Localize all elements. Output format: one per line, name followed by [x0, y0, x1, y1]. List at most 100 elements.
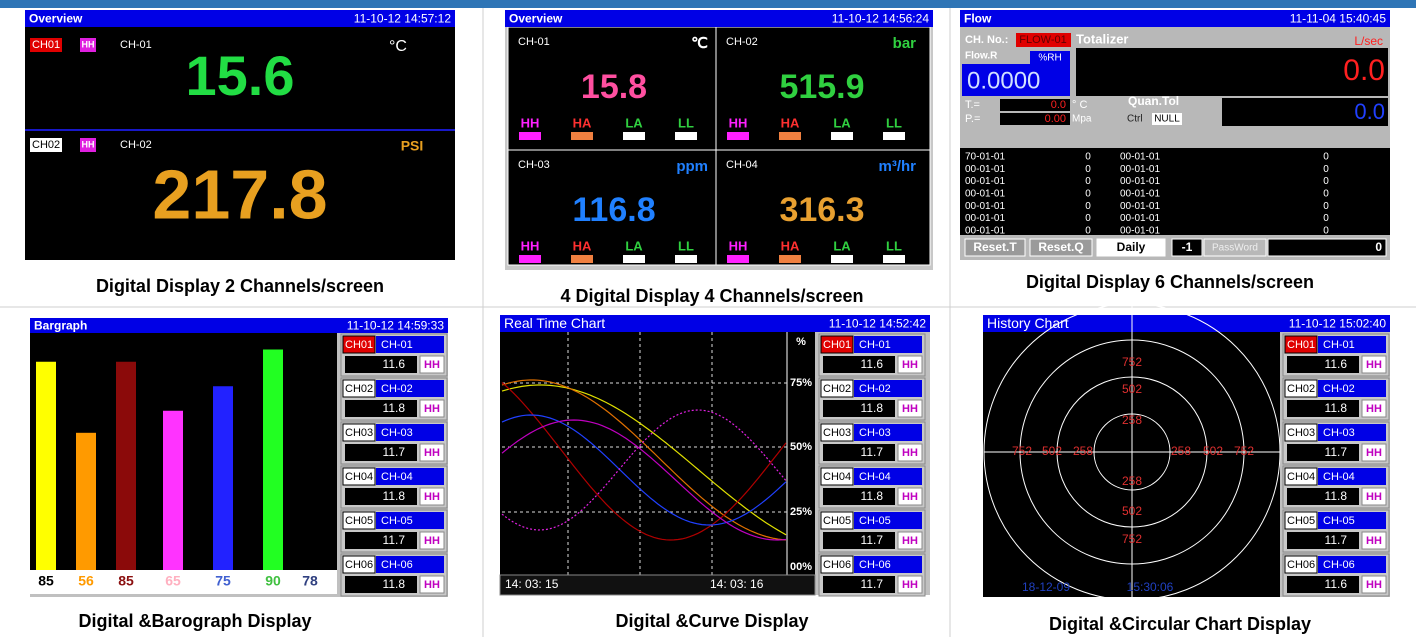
alarm-indicator [675, 132, 697, 140]
alarm-indicator [571, 132, 593, 140]
alarm-indicator [571, 255, 593, 263]
screen-text: 0.0 [1354, 99, 1385, 124]
channel-value-box [1287, 576, 1359, 593]
channel-name: CH-05 [381, 515, 413, 527]
channel-alarm-box [1361, 531, 1387, 550]
channel-name: CH-04 [859, 471, 891, 483]
channel-value: 515.9 [779, 68, 864, 106]
top-bar [0, 0, 1416, 8]
channel-tag: CH05 [345, 515, 373, 527]
bar [76, 432, 96, 570]
channel-value: 11.8 [1325, 489, 1348, 503]
channel-alarm: HH [1366, 403, 1382, 415]
channel-name-box [376, 468, 444, 485]
channel-alarm-box [419, 399, 445, 418]
channel-tag-box [342, 379, 376, 398]
id-box [1016, 33, 1071, 47]
channel-tag: CH01 [823, 339, 851, 351]
channel-alarm: HH [902, 359, 918, 371]
channel-value: 11.6 [1325, 357, 1348, 371]
bar-label: 85 [118, 573, 134, 589]
channel-tag: CH03 [1287, 427, 1315, 439]
time-label: 14: 03: 16 [710, 577, 764, 591]
channel-name-box [376, 380, 444, 397]
channel-value: 11.8 [861, 489, 884, 503]
channel-tag: CH03 [345, 427, 373, 439]
channel-alarm: HH [1366, 491, 1382, 503]
channel-name: CH-06 [381, 559, 413, 571]
channel-value: 11.6 [861, 357, 884, 371]
bar-label: 85 [38, 573, 54, 589]
screen-title: History Chart [987, 315, 1069, 331]
channel-name: CH-01 [120, 39, 152, 51]
alarm-label: LL [678, 115, 694, 130]
channel-alarm-box [419, 531, 445, 550]
channel-name: CH-04 [381, 471, 413, 483]
caption: Digital Display 2 Channels/screen [96, 276, 384, 296]
button-box [1171, 238, 1203, 257]
alarm-label: LA [625, 115, 643, 130]
channel-tag-box [342, 467, 376, 486]
channel-alarm-box [1361, 575, 1387, 594]
channel-name-box [854, 512, 922, 529]
screen-text: ° C [1072, 99, 1087, 111]
channel-value: 316.3 [779, 191, 864, 229]
screen-title: Flow [964, 12, 992, 26]
alarm-indicator [675, 255, 697, 263]
channel-name: CH-01 [381, 339, 413, 351]
screen-text: 0.0000 [967, 67, 1040, 94]
channel-value-box [345, 532, 417, 549]
channel-tag-box [1284, 423, 1318, 442]
channel-value-box [345, 576, 417, 593]
channel-name: CH-05 [859, 515, 891, 527]
button-label: Daily [1117, 240, 1146, 254]
channel-tag-box [1284, 467, 1318, 486]
channel-name-box [854, 424, 922, 441]
ring-label: 752 [1122, 355, 1142, 369]
channel-alarm: HH [902, 535, 918, 547]
channel-name-box [854, 380, 922, 397]
table-cell: 00-01-01 [965, 213, 1005, 224]
time-label: 14: 03: 15 [505, 577, 559, 591]
value-box [1222, 98, 1388, 126]
alarm-label: HH [729, 115, 748, 130]
channel-name: CH-06 [1323, 559, 1355, 571]
alarm-label: LA [625, 238, 643, 253]
alarm-label: LA [833, 115, 851, 130]
channel-value: 11.7 [1325, 445, 1348, 459]
curve [501, 414, 787, 526]
table-cell: 00-01-01 [1120, 164, 1160, 175]
table-cell: 0 [1323, 225, 1329, 236]
channel-tag-box [820, 467, 854, 486]
channel-tag: CH01 [32, 39, 60, 51]
channel-name: CH-03 [518, 159, 550, 171]
channel-alarm: HH [424, 491, 440, 503]
button-label: Reset.Q [1038, 240, 1083, 254]
screen-text: 0.0 [1343, 54, 1385, 87]
caption: 4 Digital Display 4 Channels/screen [560, 286, 863, 306]
bar-label: 75 [215, 573, 231, 589]
ring-label: 502 [1203, 444, 1223, 458]
screen-title: Bargraph [34, 319, 87, 333]
time-strip [499, 574, 816, 596]
channel-value: 11.7 [383, 445, 406, 459]
value-box [1076, 48, 1388, 96]
screen-time: 11-10-12 14:57:12 [354, 12, 452, 26]
screen-header [505, 10, 933, 27]
channel-alarm: HH [902, 579, 918, 591]
channel-value: 11.7 [383, 533, 406, 547]
channel-name: CH-02 [120, 139, 152, 151]
alarm-label: HH [521, 115, 540, 130]
channel-value-box [823, 356, 895, 373]
channel-alarm-box [1361, 443, 1387, 462]
footer-time: 15:30:06 [1127, 580, 1174, 594]
value-box [1000, 113, 1070, 125]
channel-value: 11.7 [861, 577, 884, 591]
screen-time: 11-10-12 14:56:24 [832, 12, 930, 26]
channel-name-box [1318, 468, 1386, 485]
table-cell: 0 [1323, 152, 1329, 163]
screen-text: Quan.Tol [1128, 94, 1179, 108]
bar-label: 56 [78, 573, 94, 589]
chart-area [500, 332, 815, 575]
